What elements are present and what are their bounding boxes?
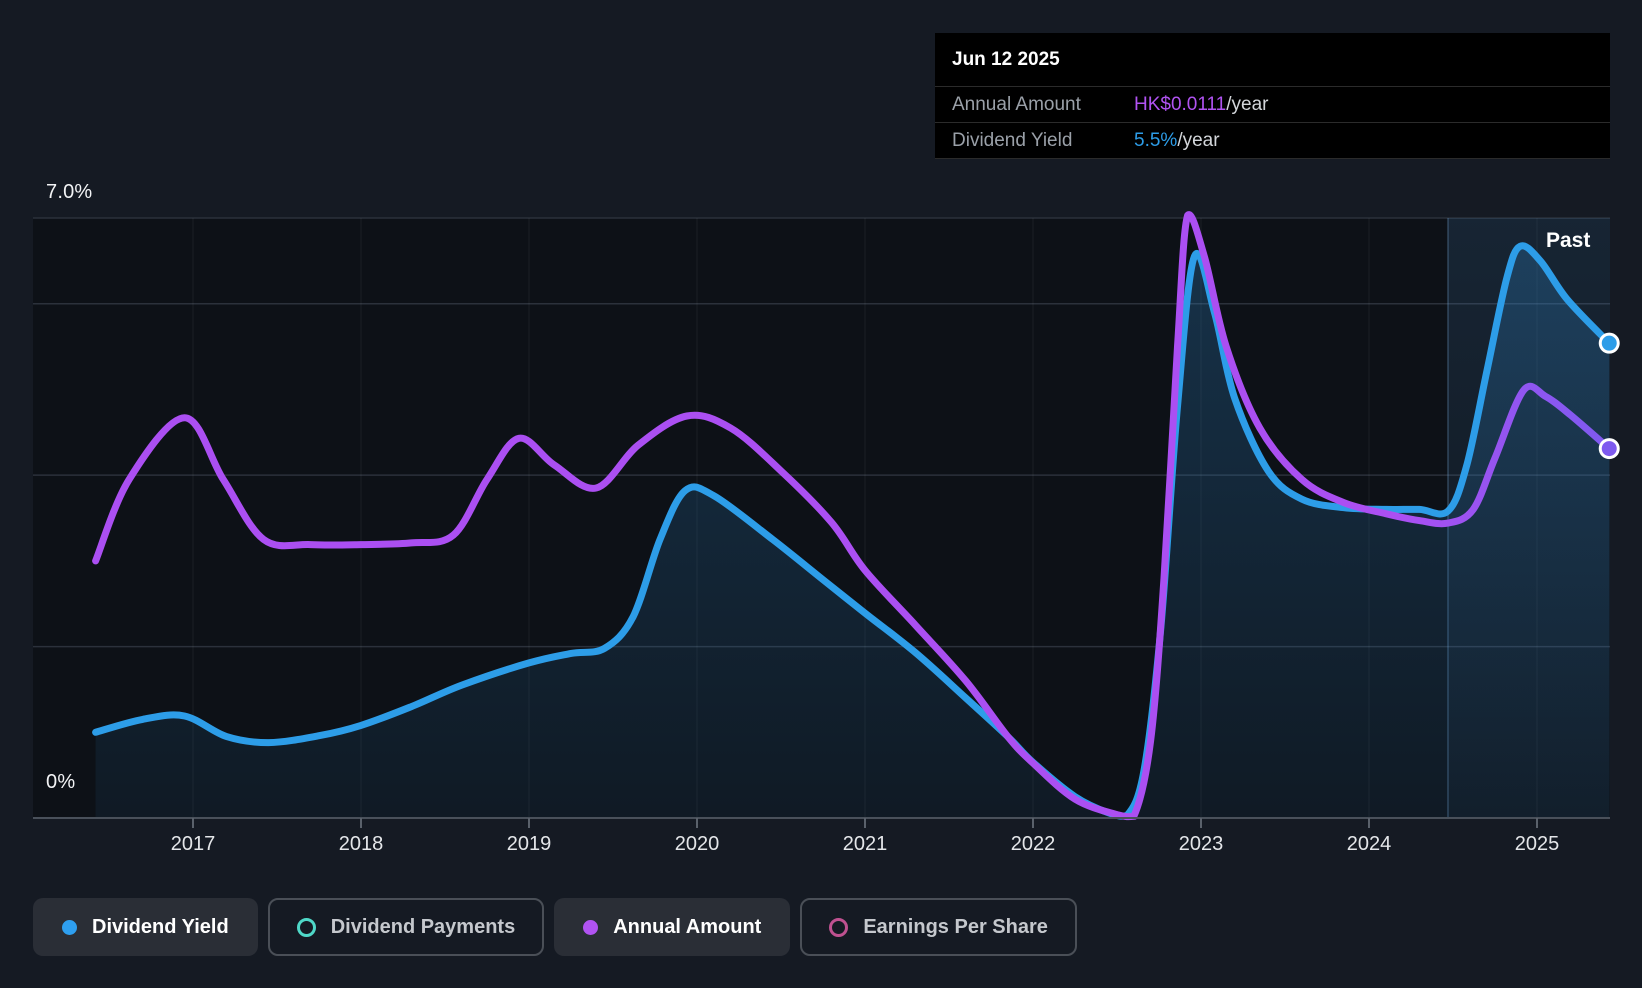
annual-amount-endpoint-dot <box>1598 438 1620 460</box>
x-axis-label-2020: 2020 <box>674 833 720 855</box>
y-axis-zero-label: 0% <box>46 771 76 793</box>
tooltip-dividend-yield-label: Dividend Yield <box>952 129 1073 151</box>
annual-amount-marker-icon <box>583 919 599 935</box>
annual-amount-line <box>92 211 1613 821</box>
x-axis-label-2019: 2019 <box>506 833 552 855</box>
legend-dividend-yield-label: Dividend Yield <box>92 915 229 938</box>
x-axis-label-2017: 2017 <box>170 833 216 855</box>
tooltip-row-dividend-yield: Dividend Yield 5.5%/year <box>935 123 1610 158</box>
tooltip-annual-amount-label: Annual Amount <box>952 93 1081 115</box>
x-axis-label-2025: 2025 <box>1514 833 1560 855</box>
x-axis-label-2022: 2022 <box>1010 833 1056 855</box>
legend-earnings-per-share-label: Earnings Per Share <box>863 915 1048 938</box>
y-axis-top-label: 7.0% <box>46 181 93 203</box>
dividend-yield-endpoint-dot <box>1598 332 1620 354</box>
tooltip-row-annual-amount: Annual Amount HK$0.0111/year <box>935 87 1610 123</box>
legend-button-dividend-payments[interactable]: Dividend Payments <box>267 898 545 956</box>
tooltip-dividend-yield-value: 5.5% <box>1134 129 1178 151</box>
tooltip-dividend-yield-suffix: /year <box>1177 129 1220 151</box>
x-axis-label-2024: 2024 <box>1346 833 1392 855</box>
earnings-per-share-marker-icon <box>829 917 849 937</box>
past-region-label: Past <box>1546 229 1591 252</box>
tooltip-date: Jun 12 2025 <box>935 33 1610 87</box>
x-axis-label-2023: 2023 <box>1178 833 1224 855</box>
dividend-payments-marker-icon <box>296 917 316 937</box>
x-axis-label-2021: 2021 <box>842 833 888 855</box>
tooltip-annual-amount-value: HK$0.0111 <box>1134 93 1227 115</box>
legend-button-earnings-per-share[interactable]: Earnings Per Share <box>800 898 1077 956</box>
legend-button-dividend-yield[interactable]: Dividend Yield <box>33 898 258 956</box>
legend-dividend-payments-label: Dividend Payments <box>330 915 516 938</box>
tooltip-annual-amount-suffix: /year <box>1226 93 1269 115</box>
chart-tooltip: Jun 12 2025 Annual Amount HK$0.0111/year… <box>935 33 1610 159</box>
dividend-yield-marker-icon <box>62 919 77 935</box>
chart-legend: Dividend Yield Dividend Payments Annual … <box>33 898 1077 956</box>
legend-annual-amount-label: Annual Amount <box>613 915 762 938</box>
legend-button-annual-amount[interactable]: Annual Amount <box>554 898 791 956</box>
x-axis-label-2018: 2018 <box>338 833 384 855</box>
